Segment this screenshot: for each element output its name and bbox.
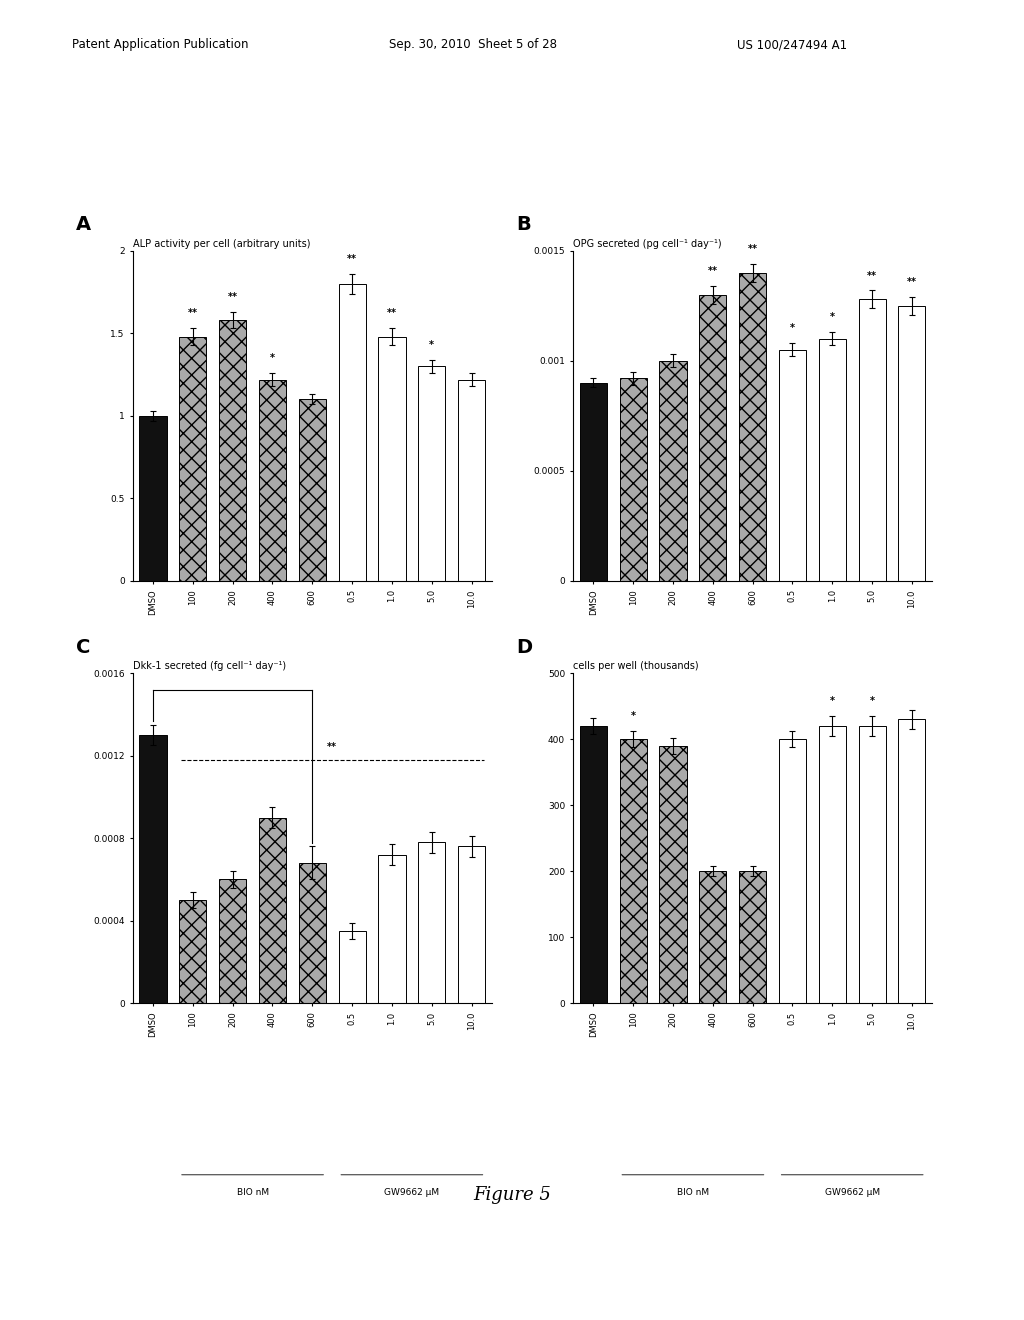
Text: **: **	[748, 244, 758, 253]
Bar	[699, 871, 726, 1003]
Text: **: **	[907, 277, 916, 286]
Text: GW9662 μM: GW9662 μM	[824, 1188, 880, 1197]
Text: OPG secreted (pg cell⁻¹ day⁻¹): OPG secreted (pg cell⁻¹ day⁻¹)	[573, 239, 722, 248]
Bar	[580, 726, 607, 1003]
Bar	[379, 337, 406, 581]
Bar	[858, 300, 886, 581]
Bar	[580, 383, 607, 581]
Text: **: **	[387, 309, 397, 318]
Text: D: D	[516, 638, 532, 657]
Text: Dkk-1 secreted (fg cell⁻¹ day⁻¹): Dkk-1 secreted (fg cell⁻¹ day⁻¹)	[133, 661, 287, 671]
Bar	[299, 399, 326, 581]
Text: BIO nM: BIO nM	[237, 766, 268, 775]
Text: Patent Application Publication: Patent Application Publication	[72, 38, 248, 51]
Text: BIO nM: BIO nM	[677, 1188, 709, 1197]
Text: Sep. 30, 2010  Sheet 5 of 28: Sep. 30, 2010 Sheet 5 of 28	[389, 38, 557, 51]
Bar	[259, 817, 286, 1003]
Bar	[179, 900, 207, 1003]
Text: cells per well (thousands): cells per well (thousands)	[573, 661, 699, 671]
Text: GW9662 μM: GW9662 μM	[384, 766, 439, 775]
Bar	[898, 719, 926, 1003]
Text: **: **	[867, 271, 878, 281]
Text: **: **	[328, 742, 337, 751]
Text: *: *	[631, 711, 636, 721]
Bar	[179, 337, 207, 581]
Bar	[139, 416, 167, 581]
Bar	[458, 846, 485, 1003]
Text: *: *	[829, 696, 835, 706]
Bar	[819, 339, 846, 581]
Text: **: **	[187, 309, 198, 318]
Bar	[299, 863, 326, 1003]
Bar	[858, 726, 886, 1003]
Text: US 100/247494 A1: US 100/247494 A1	[737, 38, 848, 51]
Text: **: **	[227, 292, 238, 302]
Bar	[779, 739, 806, 1003]
Text: Figure 5: Figure 5	[473, 1185, 551, 1204]
Text: A: A	[76, 215, 91, 235]
Text: ALP activity per cell (arbitrary units): ALP activity per cell (arbitrary units)	[133, 239, 310, 248]
Text: *: *	[829, 313, 835, 322]
Bar	[739, 273, 766, 581]
Bar	[659, 746, 686, 1003]
Bar	[659, 360, 686, 581]
Bar	[620, 379, 647, 581]
Text: *: *	[429, 339, 434, 350]
Text: **: **	[708, 267, 718, 276]
Bar	[418, 842, 445, 1003]
Bar	[219, 879, 246, 1003]
Text: GW9662 μM: GW9662 μM	[384, 1188, 439, 1197]
Bar	[259, 380, 286, 581]
Text: B: B	[516, 215, 530, 235]
Bar	[379, 855, 406, 1003]
Text: GW9662 μM: GW9662 μM	[824, 766, 880, 775]
Bar	[339, 284, 366, 581]
Bar	[339, 931, 366, 1003]
Text: C: C	[76, 638, 90, 657]
Bar	[458, 380, 485, 581]
Text: BIO nM: BIO nM	[677, 766, 709, 775]
Bar	[779, 350, 806, 581]
Bar	[139, 735, 167, 1003]
Bar	[819, 726, 846, 1003]
Bar	[418, 366, 445, 581]
Text: *: *	[869, 696, 874, 706]
Text: **: **	[347, 253, 357, 264]
Bar	[699, 294, 726, 581]
Bar	[620, 739, 647, 1003]
Bar	[219, 319, 246, 581]
Text: BIO nM: BIO nM	[237, 1188, 268, 1197]
Bar	[739, 871, 766, 1003]
Text: *: *	[270, 352, 275, 363]
Bar	[898, 306, 926, 581]
Text: *: *	[790, 323, 795, 333]
